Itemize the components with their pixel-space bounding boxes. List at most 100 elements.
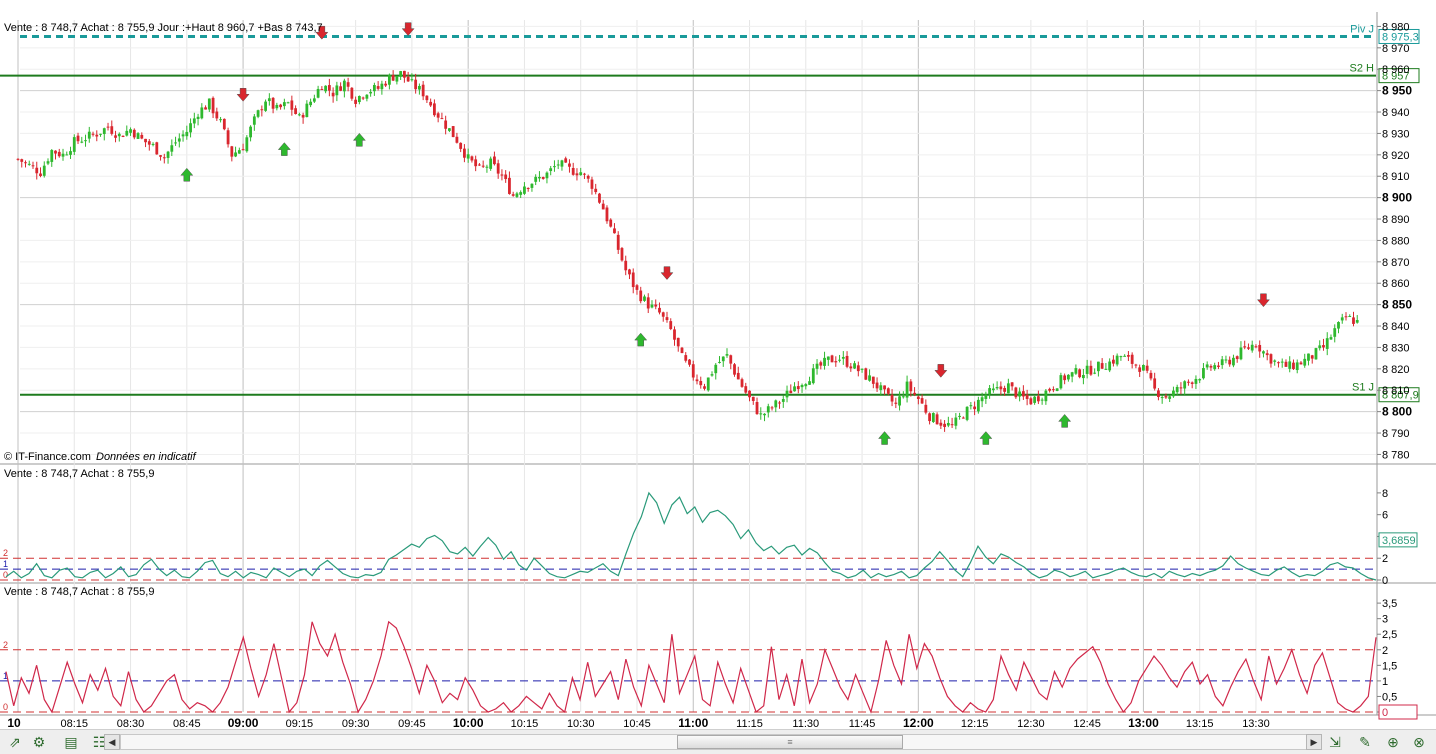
candle-body bbox=[76, 135, 80, 142]
candle-body bbox=[305, 103, 309, 118]
zoom-fit-icon[interactable]: ⊕ bbox=[1387, 734, 1399, 750]
candle-body bbox=[1179, 387, 1183, 389]
candle-body bbox=[380, 83, 384, 90]
candle-body bbox=[324, 85, 328, 92]
candle-body bbox=[267, 98, 271, 102]
x-tick-label: 12:30 bbox=[1017, 718, 1045, 730]
candle-body bbox=[478, 164, 481, 166]
candle-body bbox=[84, 140, 87, 142]
candle-body bbox=[819, 362, 823, 366]
close-icon[interactable]: ⊗ bbox=[1413, 734, 1425, 750]
candle-body bbox=[995, 387, 999, 389]
candle-body bbox=[481, 165, 485, 167]
candle-body bbox=[1100, 363, 1104, 369]
candle-body bbox=[312, 98, 316, 102]
candle-body bbox=[20, 159, 24, 162]
candle-body bbox=[474, 159, 478, 167]
x-tick-label: 11:30 bbox=[792, 718, 819, 730]
draw-tool-icon[interactable]: ✎ bbox=[1359, 734, 1371, 750]
candle-body bbox=[849, 366, 853, 369]
candle-body bbox=[864, 368, 868, 380]
candle-body bbox=[1202, 368, 1205, 379]
candle-body bbox=[421, 84, 425, 97]
candle-body bbox=[406, 76, 410, 82]
candle-body bbox=[1273, 360, 1277, 362]
candle-body bbox=[463, 148, 466, 158]
candle-body bbox=[226, 130, 230, 145]
zoom-tool-icon[interactable]: ⇲ bbox=[1329, 734, 1341, 750]
x-tick-label: 08:15 bbox=[61, 718, 89, 730]
candle-body bbox=[1172, 390, 1175, 397]
candle-body bbox=[147, 141, 151, 145]
chart-export-icon[interactable]: ⇗ bbox=[9, 734, 21, 750]
candle-body bbox=[264, 101, 267, 111]
candle-body bbox=[117, 133, 121, 137]
candle-body bbox=[950, 424, 954, 426]
candle-body bbox=[969, 405, 973, 407]
y-tick-label: 3,5 bbox=[1382, 598, 1397, 610]
indicators-icon[interactable]: ☷ bbox=[92, 734, 106, 750]
candle-body bbox=[1348, 316, 1352, 318]
y-tick-label: 8 940 bbox=[1382, 107, 1410, 119]
x-tick-label: 08:45 bbox=[173, 718, 201, 730]
candle-body bbox=[376, 86, 380, 89]
candle-body bbox=[755, 401, 759, 415]
buy-signal-arrow bbox=[277, 142, 291, 156]
candle-body bbox=[1352, 317, 1355, 324]
candle-body bbox=[181, 134, 185, 137]
status-bar: ⇗ ⚙ ▤ ☷ ◀ ≡ ▶ ⇲ ✎ ⊕ ⊗ bbox=[0, 729, 1436, 754]
candle-body bbox=[1235, 356, 1239, 360]
candle-body bbox=[297, 114, 301, 116]
indicator-level-label: 2 bbox=[3, 548, 8, 558]
candle-body bbox=[196, 116, 200, 119]
candle-body bbox=[230, 146, 234, 157]
candle-body bbox=[774, 400, 778, 408]
candle-body bbox=[718, 361, 721, 363]
y-tick-label: 8 830 bbox=[1382, 342, 1410, 354]
candle-body bbox=[384, 83, 388, 86]
y-tick-label: 8 920 bbox=[1382, 150, 1410, 162]
y-tick-label: 8 810 bbox=[1382, 385, 1410, 397]
settings-icon[interactable]: ⚙ bbox=[32, 734, 46, 750]
candle-body bbox=[455, 136, 459, 143]
candle-body bbox=[901, 396, 905, 398]
candle-body bbox=[1232, 357, 1235, 366]
candle-body bbox=[391, 74, 395, 81]
candle-body bbox=[830, 355, 834, 363]
candle-body bbox=[695, 379, 699, 382]
scroll-right-button[interactable]: ▶ bbox=[1306, 734, 1322, 750]
candle-body bbox=[1209, 366, 1213, 368]
y-tick-label: 8 900 bbox=[1382, 191, 1412, 205]
scroll-left-button[interactable]: ◀ bbox=[104, 734, 120, 750]
candle-body bbox=[1018, 391, 1022, 397]
candle-body bbox=[1190, 382, 1194, 384]
print-icon[interactable]: ▤ bbox=[64, 734, 78, 750]
candle-body bbox=[564, 158, 568, 163]
y-tick-label: 8 860 bbox=[1382, 278, 1410, 290]
x-tick-label: 08:30 bbox=[117, 718, 145, 730]
candle-body bbox=[613, 228, 616, 234]
candle-body bbox=[673, 329, 676, 340]
candle-body bbox=[1138, 367, 1142, 372]
y-tick-label: 8 950 bbox=[1382, 84, 1412, 98]
y-tick-label: 8 800 bbox=[1382, 405, 1412, 419]
candle-body bbox=[1130, 354, 1134, 364]
candle-body bbox=[87, 131, 91, 139]
candle-body bbox=[91, 133, 95, 135]
candle-body bbox=[714, 364, 718, 374]
candle-body bbox=[1340, 317, 1344, 321]
candle-body bbox=[1085, 365, 1089, 374]
candle-body bbox=[1337, 322, 1340, 329]
reference-value-label: 8 975,3 bbox=[1382, 31, 1419, 43]
candle-body bbox=[913, 392, 916, 395]
candle-body bbox=[1168, 396, 1172, 399]
scroll-thumb[interactable]: ≡ bbox=[677, 735, 903, 749]
horizontal-scrollbar[interactable]: ≡ bbox=[120, 734, 1318, 750]
indicator-1-panel: 210864203,6859 bbox=[0, 488, 1418, 587]
candle-body bbox=[669, 321, 673, 330]
candle-body bbox=[751, 396, 755, 401]
candle-body bbox=[294, 108, 298, 114]
candle-body bbox=[871, 376, 875, 384]
candle-body bbox=[541, 177, 545, 179]
candle-body bbox=[1033, 396, 1037, 403]
